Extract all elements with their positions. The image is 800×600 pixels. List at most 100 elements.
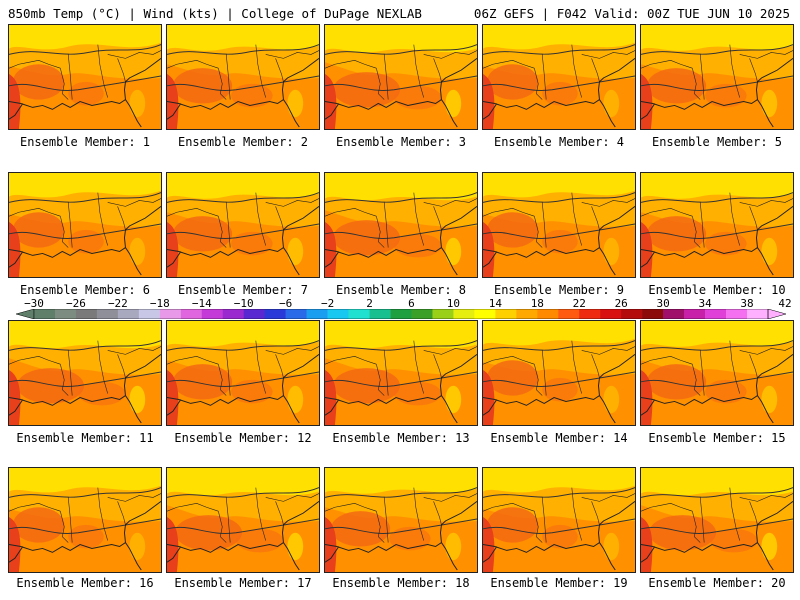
colorbar-bin: [201, 309, 224, 319]
member-caption: Ensemble Member: 20: [648, 576, 786, 590]
member-caption: Ensemble Member: 7: [177, 283, 309, 297]
member-caption: Ensemble Member: 1: [19, 135, 151, 149]
ensemble-panel: [640, 172, 794, 278]
ensemble-panel: [166, 24, 320, 130]
map-title: 850mb Temp (°C) | Wind (kts) | College o…: [8, 6, 422, 21]
colorbar-bin: [348, 309, 370, 319]
member-caption: Ensemble Member: 11: [16, 431, 154, 445]
colorbar-bin: [54, 309, 77, 319]
ensemble-panel: [482, 320, 636, 426]
colorbar-bin: [243, 309, 265, 319]
ensemble-panel: [8, 172, 162, 278]
colorbar-bin: [474, 309, 496, 319]
colorbar-tick-label: 14: [488, 297, 502, 310]
colorbar-bin: [222, 309, 245, 319]
colorbar-bin: [138, 309, 161, 319]
ensemble-panel: [8, 320, 162, 426]
member-caption: Ensemble Member: 17: [174, 576, 312, 590]
colorbar-bin: [495, 309, 517, 319]
member-caption: Ensemble Member: 4: [493, 135, 625, 149]
ensemble-panel: [640, 320, 794, 426]
member-caption: Ensemble Member: 8: [335, 283, 467, 297]
colorbar-bin: [75, 309, 98, 319]
colorbar-tick-label: −6: [279, 297, 293, 310]
colorbar-tick-label: −18: [149, 297, 170, 310]
colorbar-tick-label: 26: [614, 297, 628, 310]
colorbar-outline: [33, 309, 769, 319]
colorbar-tick-label: 10: [446, 297, 461, 310]
colorbar-bin: [327, 309, 349, 319]
ensemble-panel: [482, 172, 636, 278]
member-caption: Ensemble Member: 13: [332, 431, 470, 445]
colorbar-tick-label: 2: [366, 297, 373, 310]
temperature-colorbar: [16, 309, 786, 319]
member-caption: Ensemble Member: 12: [174, 431, 312, 445]
colorbar-bin: [537, 309, 559, 319]
ensemble-panel: [640, 467, 794, 573]
model-run-info: 06Z GEFS | F042 Valid: 00Z TUE JUN 10 20…: [473, 6, 790, 21]
colorbar-bin: [264, 309, 286, 319]
colorbar-bin: [432, 309, 454, 319]
colorbar-tick-label: 22: [572, 297, 586, 310]
colorbar-bin: [642, 309, 664, 319]
member-caption: Ensemble Member: 15: [648, 431, 786, 445]
ensemble-panel: [324, 467, 478, 573]
colorbar-bin: [180, 309, 203, 319]
colorbar-tick-label: 34: [698, 297, 712, 310]
ensemble-panel: [166, 172, 320, 278]
colorbar-bin: [453, 309, 475, 319]
colorbar-bin: [516, 309, 538, 319]
colorbar-bin: [159, 309, 182, 319]
ensemble-panel: [166, 467, 320, 573]
colorbar-bin: [306, 309, 328, 319]
member-caption: Ensemble Member: 16: [16, 576, 154, 590]
colorbar-bin: [747, 309, 769, 319]
colorbar-bin: [369, 309, 391, 319]
colorbar-bin: [621, 309, 643, 319]
colorbar-tick-label: −22: [107, 297, 128, 310]
member-caption: Ensemble Member: 5: [651, 135, 783, 149]
colorbar-bin: [96, 309, 119, 319]
ensemble-panel: [324, 24, 478, 130]
colorbar-tick-label: 30: [656, 297, 670, 310]
ensemble-panel: [8, 24, 162, 130]
member-caption: Ensemble Member: 3: [335, 135, 467, 149]
colorbar-bin: [390, 309, 412, 319]
member-caption: Ensemble Member: 9: [493, 283, 625, 297]
colorbar-tick-label: −26: [66, 297, 86, 310]
colorbar-tick-label: −30: [24, 297, 44, 310]
colorbar-bin: [411, 309, 433, 319]
ensemble-panel: [482, 24, 636, 130]
colorbar-bin: [558, 309, 580, 319]
colorbar-bin: [285, 309, 307, 319]
member-caption: Ensemble Member: 2: [177, 135, 309, 149]
member-caption: Ensemble Member: 14: [490, 431, 628, 445]
member-caption: Ensemble Member: 19: [490, 576, 628, 590]
ensemble-panel: [640, 24, 794, 130]
colorbar-bin: [600, 309, 622, 319]
ensemble-panel: [324, 172, 478, 278]
colorbar-bin: [579, 309, 601, 319]
colorbar-bin: [705, 309, 727, 319]
colorbar-bin: [117, 309, 140, 319]
colorbar-bin: [726, 309, 748, 319]
member-caption: Ensemble Member: 18: [332, 576, 470, 590]
ensemble-panel: [166, 320, 320, 426]
ensemble-panel: [482, 467, 636, 573]
ensemble-panel: [8, 467, 162, 573]
colorbar-tick-label: 6: [408, 297, 415, 310]
colorbar-bin: [663, 309, 685, 319]
member-caption: Ensemble Member: 10: [648, 283, 786, 297]
colorbar-tick-label: 38: [740, 297, 754, 310]
colorbar-bin: [34, 309, 56, 319]
colorbar-tick-label: 42: [778, 297, 792, 310]
colorbar-max-arrow: [767, 309, 786, 319]
colorbar-bin: [684, 309, 706, 319]
colorbar-tick-label: −2: [320, 297, 335, 310]
member-caption: Ensemble Member: 6: [19, 283, 151, 297]
colorbar-tick-label: −14: [191, 297, 212, 310]
ensemble-panel: [324, 320, 478, 426]
colorbar-min-arrow: [16, 309, 35, 319]
colorbar-tick-label: −10: [233, 297, 254, 310]
colorbar-tick-label: 18: [530, 297, 544, 310]
